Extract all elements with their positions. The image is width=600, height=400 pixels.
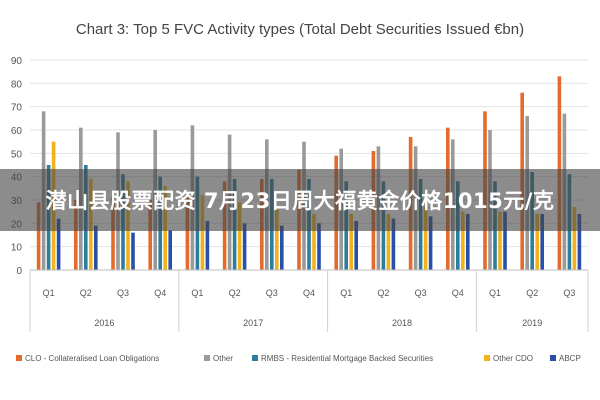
- legend-item: ABCP: [550, 354, 581, 363]
- legend: CLO - Collateralised Loan Obligations Oth…: [16, 354, 581, 363]
- y-axis: 0102030405060708090: [11, 56, 23, 277]
- legend-swatch: [16, 355, 22, 361]
- y-tick-label: 90: [11, 56, 23, 67]
- bar: [148, 200, 152, 270]
- chart-title: Chart 3: Top 5 FVC Activity types (Total…: [76, 21, 524, 38]
- bar: [131, 232, 135, 270]
- legend-item: Other: [204, 354, 233, 363]
- bar: [498, 211, 502, 270]
- bar: [349, 214, 353, 270]
- x-tick-label: Q4: [452, 288, 464, 298]
- x-tick-label: Q1: [191, 288, 203, 298]
- legend-label: RMBS - Residential Mortgage Backed Secur…: [261, 354, 433, 363]
- legend-swatch: [484, 355, 490, 361]
- x-tick-label: Q3: [563, 288, 575, 298]
- bar: [540, 214, 544, 270]
- legend-label: CLO - Collateralised Loan Obligations: [25, 354, 159, 363]
- legend-label: Other: [213, 354, 233, 363]
- bar: [428, 216, 433, 270]
- legend-item: RMBS - Residential Mortgage Backed Secur…: [252, 354, 433, 363]
- bar: [577, 214, 582, 270]
- bar: [185, 197, 190, 270]
- x-tick-label: Q3: [415, 288, 427, 298]
- x-tick-label: Q2: [229, 288, 241, 298]
- bar: [56, 218, 61, 270]
- x-tick-label: Q1: [489, 288, 501, 298]
- bar: [111, 197, 115, 270]
- legend-swatch: [252, 355, 258, 361]
- bar: [572, 207, 577, 270]
- legend-item: CLO - Collateralised Loan Obligations: [16, 354, 159, 363]
- bar: [242, 223, 247, 270]
- y-tick-label: 60: [11, 126, 23, 137]
- x-tick-label: Q2: [377, 288, 389, 298]
- bar: [535, 214, 539, 270]
- bar: [200, 195, 205, 270]
- x-tick-label: Q2: [526, 288, 538, 298]
- y-tick-label: 0: [16, 266, 22, 277]
- bar: [317, 223, 321, 270]
- bar: [354, 221, 358, 270]
- bar: [237, 202, 242, 270]
- x-tick-label: Q3: [117, 288, 129, 298]
- bar: [423, 207, 428, 270]
- bar: [503, 211, 507, 270]
- x-tick-label: Q2: [80, 288, 92, 298]
- bar: [205, 221, 210, 270]
- x-axis: Q1 Q2 Q3 Q4 Q1 Q2 Q3 Q4 Q1 Q2 Q3 Q4 Q1 Q2 Q3 2016 2017 20…: [29, 269, 589, 332]
- bar: [168, 230, 172, 270]
- bar: [391, 218, 396, 270]
- bar: [466, 214, 470, 270]
- bar: [386, 214, 391, 270]
- x-tick-label: Q4: [154, 288, 166, 298]
- x-tick-label: Q1: [340, 288, 352, 298]
- x-group-label: 2017: [243, 318, 263, 328]
- bar: [94, 225, 98, 270]
- x-tick-label: Q3: [266, 288, 278, 298]
- x-group-label: 2018: [392, 318, 412, 328]
- y-tick-label: 70: [11, 103, 23, 114]
- bar: [280, 225, 284, 270]
- x-group-label: 2019: [522, 318, 542, 328]
- bar: [312, 214, 316, 270]
- bar: [36, 202, 41, 270]
- legend-item: Other CDO: [484, 354, 533, 363]
- x-tick-label: Q1: [43, 288, 55, 298]
- y-tick-label: 10: [11, 243, 23, 254]
- overlay-text: 潜山县股票配资 7月23日周大福黄金价格1015元/克: [45, 189, 555, 213]
- overlay-banner: 潜山县股票配资 7月23日周大福黄金价格1015元/克: [0, 169, 600, 231]
- legend-swatch: [204, 355, 210, 361]
- legend-swatch: [550, 355, 556, 361]
- bar: [74, 200, 78, 270]
- x-group-label: 2016: [94, 318, 114, 328]
- x-tick-label: Q4: [303, 288, 315, 298]
- y-tick-label: 80: [11, 79, 23, 90]
- y-tick-label: 50: [11, 149, 23, 160]
- bar: [461, 211, 465, 270]
- legend-label: ABCP: [559, 354, 581, 363]
- legend-label: Other CDO: [493, 354, 533, 363]
- bar: [275, 209, 279, 270]
